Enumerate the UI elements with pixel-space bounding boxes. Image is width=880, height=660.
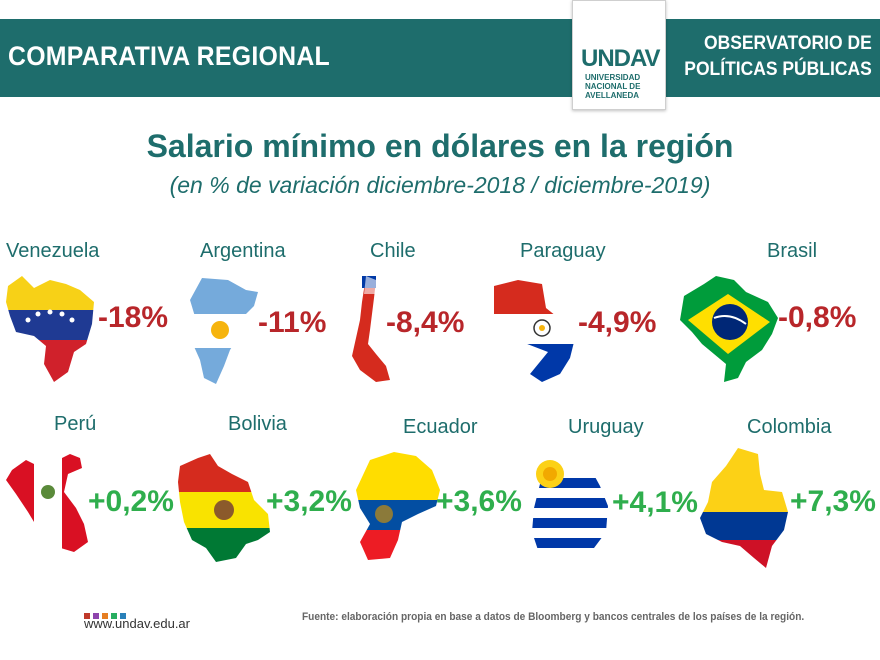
footer-website-link[interactable]: www.undav.edu.ar — [84, 616, 190, 631]
country-label-bolivia: Bolivia — [228, 413, 287, 435]
value-paraguay: -4,9% — [578, 306, 657, 339]
footer-source-note: Fuente: elaboración propia en base a dat… — [302, 611, 805, 623]
value-argentina: -11% — [258, 306, 327, 339]
value-chile: -8,4% — [386, 306, 465, 339]
venezuela-flag-map-icon — [6, 276, 94, 382]
country-label-uruguay: Uruguay — [568, 416, 644, 438]
value-brasil: -0,8% — [778, 301, 857, 334]
peru-flag-map-icon — [6, 454, 88, 552]
color-dot — [102, 613, 108, 619]
country-label-venezuela: Venezuela — [6, 240, 100, 262]
country-label-ecuador: Ecuador — [403, 416, 478, 438]
undav-logo: UNDAV UNIVERSIDAD NACIONAL DE AVELLANEDA — [572, 0, 666, 110]
country-label-argentina: Argentina — [200, 240, 286, 262]
color-dot — [93, 613, 99, 619]
brazil-flag-map-icon — [680, 276, 778, 382]
value-ecuador: +3,6% — [436, 485, 522, 518]
observatory-label: OBSERVATORIO DE POLÍTICAS PÚBLICAS — [684, 33, 872, 80]
logo-mark: UNDAV — [581, 45, 661, 72]
value-venezuela: -18% — [98, 301, 169, 334]
value-colombia: +7,3% — [790, 485, 876, 518]
value-uruguay: +4,1% — [612, 486, 698, 519]
page-title: Salario mínimo en dólares en la región — [146, 128, 734, 164]
section-title: COMPARATIVA REGIONAL — [8, 41, 330, 71]
ecuador-flag-map-icon — [356, 452, 440, 560]
country-label-colombia: Colombia — [747, 416, 832, 438]
value-bolivia: +3,2% — [266, 485, 352, 518]
country-label-brasil: Brasil — [767, 240, 818, 262]
bolivia-flag-map-icon — [178, 454, 270, 562]
header-bar: COMPARATIVA REGIONAL OBSERVATORIO DE POL… — [0, 19, 880, 97]
value-peru: +0,2% — [88, 485, 174, 518]
color-dot — [120, 613, 126, 619]
paraguay-flag-map-icon — [494, 280, 574, 382]
color-dot — [84, 613, 90, 619]
country-label-chile: Chile — [370, 240, 416, 262]
country-label-peru: Perú — [54, 413, 97, 435]
color-dot — [111, 613, 117, 619]
chile-flag-map-icon — [352, 276, 390, 382]
logo-text: UNIVERSIDAD NACIONAL DE AVELLANEDA — [585, 73, 641, 100]
uruguay-flag-map-icon — [532, 456, 608, 560]
argentina-flag-map-icon — [190, 278, 258, 384]
footer-color-dots — [84, 606, 129, 624]
country-label-paraguay: Paraguay — [520, 240, 606, 262]
page-subtitle: (en % de variación diciembre-2018 / dici… — [169, 172, 711, 198]
colombia-flag-map-icon — [700, 448, 788, 568]
